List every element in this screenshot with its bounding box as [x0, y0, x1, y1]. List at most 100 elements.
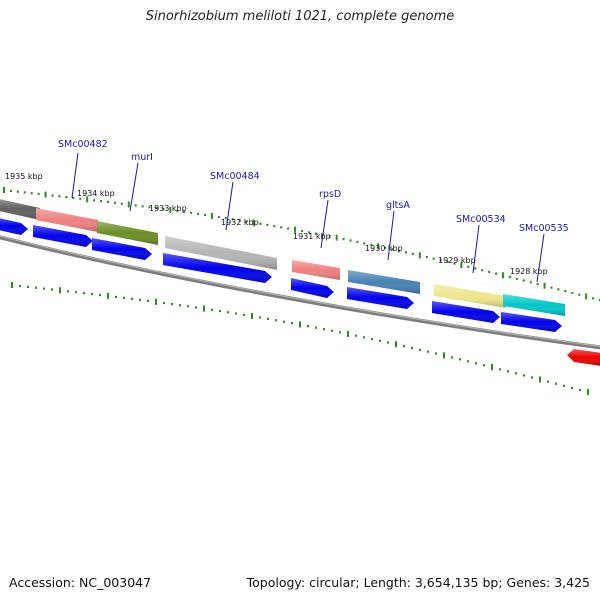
major-tick-mark	[107, 292, 109, 299]
minor-tick-mark	[371, 337, 373, 341]
minor-tick-mark	[398, 249, 401, 252]
feature-smc00482[interactable]	[36, 208, 98, 232]
minor-tick-mark	[571, 291, 574, 295]
minor-tick-mark	[432, 257, 435, 260]
feature-rpsd[interactable]	[292, 260, 340, 280]
major-tick-mark	[395, 341, 397, 348]
tick-labels: 1935 kbp 1934 kbp 1933 kbp 1932 kbp 1931 kbp…	[5, 172, 548, 276]
minor-tick-mark	[139, 298, 141, 301]
feature-shading	[0, 199, 40, 220]
tick-label: 1935 kbp	[5, 172, 43, 181]
major-tick-mark	[460, 262, 463, 269]
feature-gltsa[interactable]	[348, 270, 420, 294]
minor-tick-mark	[51, 288, 53, 291]
minor-tick-mark	[531, 376, 533, 379]
gene-name-label[interactable]: SMc00534	[456, 214, 506, 225]
feature-unlabeled-gene[interactable]	[0, 198, 40, 220]
minor-tick-mark	[79, 197, 82, 200]
minor-tick-mark	[23, 191, 26, 194]
minor-tick-mark	[67, 290, 69, 293]
feature-smc00534[interactable]	[434, 284, 506, 308]
minor-tick-mark	[363, 336, 365, 339]
gene-labels: SMc00482 murI SMc00484 rpsD gltsA SMc00534 SMc…	[58, 139, 569, 283]
minor-tick-mark	[467, 360, 469, 363]
minor-tick-mark	[571, 386, 573, 390]
feature-shading	[97, 221, 158, 245]
major-tick-mark	[418, 252, 421, 259]
minor-tick-mark	[307, 324, 309, 328]
gene-name-label[interactable]: gltsA	[386, 200, 410, 211]
minor-tick-mark	[439, 259, 442, 262]
minor-tick-mark	[30, 192, 33, 195]
minor-tick-mark	[291, 322, 293, 325]
outer-tick-ring	[3, 187, 600, 302]
minor-tick-mark	[99, 293, 101, 297]
accession-text: Accession: NC_003047	[9, 575, 152, 590]
gene-arrow-shading	[501, 312, 562, 332]
minor-tick-mark	[459, 358, 461, 361]
minor-tick-mark	[508, 275, 511, 279]
minor-tick-mark	[283, 320, 285, 323]
label-leader-line	[225, 181, 234, 231]
major-tick-mark	[377, 243, 380, 250]
minor-tick-mark	[379, 339, 381, 342]
major-tick-mark	[59, 287, 61, 294]
major-tick-mark	[252, 219, 255, 226]
minor-tick-mark	[483, 364, 485, 367]
gene-name-label[interactable]: SMc00535	[519, 223, 569, 234]
minor-tick-mark	[425, 255, 428, 259]
minor-tick-mark	[155, 207, 158, 210]
feature-smc00535[interactable]	[503, 294, 565, 316]
minor-tick-mark	[187, 305, 189, 308]
feature-muri[interactable]	[97, 221, 158, 245]
minor-tick-mark	[307, 231, 310, 234]
minor-tick-mark	[35, 286, 37, 289]
minor-tick-mark	[387, 341, 389, 344]
minor-tick-mark	[100, 200, 103, 203]
minor-tick-mark	[195, 306, 197, 309]
gene-name-label[interactable]: rpsD	[319, 189, 341, 200]
major-tick-mark	[3, 187, 5, 193]
major-tick-mark	[251, 313, 253, 320]
minor-tick-mark	[488, 270, 491, 274]
feature-shading	[292, 260, 340, 280]
minor-tick-mark	[65, 195, 68, 199]
gene-name-label[interactable]: SMc00484	[210, 171, 260, 182]
minor-tick-mark	[19, 284, 21, 288]
minor-tick-mark	[259, 222, 262, 225]
major-tick-mark	[491, 364, 493, 371]
minor-tick-mark	[301, 230, 303, 233]
minor-tick-mark	[93, 199, 96, 202]
minor-tick-mark	[363, 242, 366, 245]
minor-tick-mark	[203, 213, 206, 217]
minor-tick-mark	[419, 348, 421, 351]
minor-tick-mark	[58, 195, 61, 198]
minor-tick-mark	[467, 265, 470, 268]
feature-smc00484[interactable]	[165, 236, 277, 270]
major-tick-mark	[86, 196, 89, 203]
label-leader-line	[71, 152, 79, 199]
major-tick-mark	[294, 226, 297, 233]
minor-tick-mark	[522, 279, 525, 282]
gene-name-label[interactable]: murI	[131, 152, 153, 163]
minor-tick-mark	[370, 243, 373, 246]
forward-gene-track	[0, 218, 562, 332]
minor-tick-mark	[113, 201, 116, 204]
minor-tick-mark	[148, 206, 151, 209]
gene-arrow-shading	[33, 225, 93, 247]
minor-tick-mark	[171, 302, 173, 306]
major-tick-mark	[203, 305, 205, 312]
minor-tick-mark	[259, 316, 261, 319]
minor-tick-mark	[331, 329, 333, 332]
minor-tick-mark	[231, 218, 234, 221]
minor-tick-mark	[43, 287, 45, 290]
minor-tick-mark	[474, 267, 477, 270]
minor-tick-mark	[27, 285, 29, 288]
gene-name-label[interactable]: SMc00482	[58, 139, 108, 150]
minor-tick-mark	[384, 246, 387, 249]
minor-tick-mark	[280, 226, 283, 229]
minor-tick-mark	[391, 248, 394, 251]
tick-label: 1930 kbp	[365, 244, 403, 253]
gene-arrow-shading	[0, 218, 28, 235]
